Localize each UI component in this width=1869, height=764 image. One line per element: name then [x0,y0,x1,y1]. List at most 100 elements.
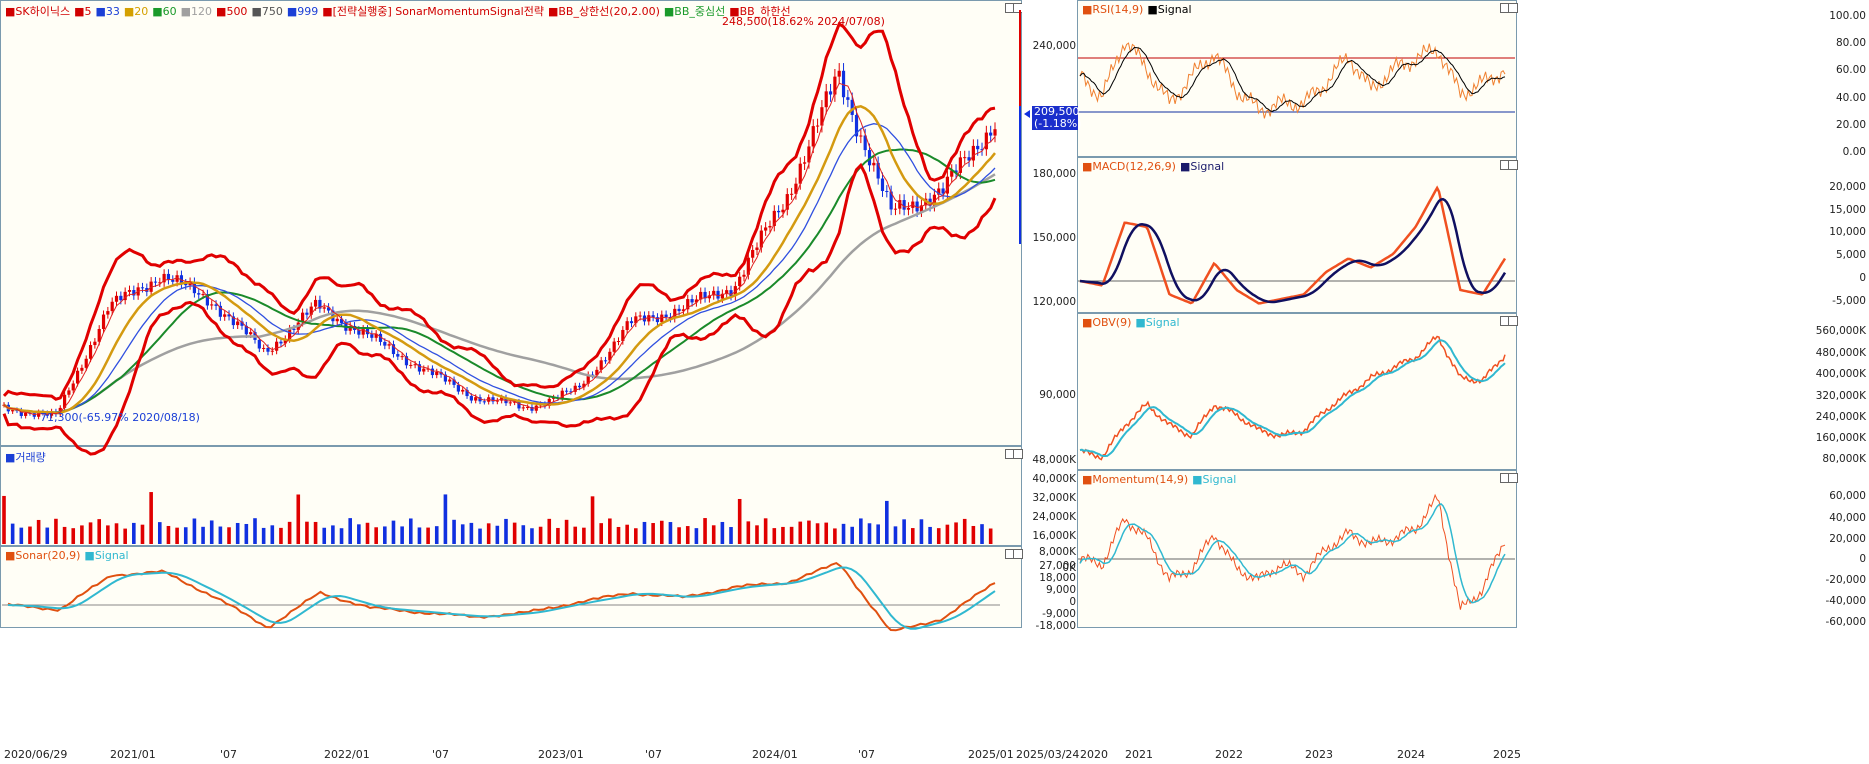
price-candle [772,210,776,226]
volume-bar [408,518,413,544]
price-candle [638,315,642,317]
panel-close-icon[interactable] [1013,449,1023,459]
volume-bar [209,520,214,544]
panel-close-icon[interactable] [1508,3,1518,13]
price-candle [443,374,448,382]
price-candle [257,339,261,349]
sonar-tick: 0 [1069,596,1076,608]
volume-bar [287,521,292,544]
price-candle [439,371,443,375]
price-tick: 150,000 [1032,232,1076,244]
legend-entry: ■Signal [1192,473,1237,486]
volume-tick: 48,000K [1032,454,1076,466]
volume-bar [54,518,58,544]
price-candle [171,279,175,282]
price-candle [223,314,227,317]
price-candle [919,205,924,212]
price-candle [413,364,417,366]
sonar-tick: -18,000 [1035,620,1076,632]
volume-bar [720,521,725,544]
legend-entry: ■999 [286,5,319,18]
price-candle [75,370,80,384]
rsi-tick: 60.00 [1835,64,1866,76]
price-candle [686,299,690,310]
price-candle [192,282,197,294]
volume-bar [928,526,932,544]
volume-bar [556,527,560,544]
price-candle [759,230,763,248]
price-candle [249,332,253,335]
sonar-tick: 18,000 [1039,572,1076,584]
price-candle [309,306,313,315]
price-candle [694,299,699,303]
volume-bar [417,527,422,544]
price-candle [595,369,599,376]
price-candle [357,329,361,335]
price-candle [664,314,668,317]
volume-bar [28,526,32,544]
price-candle [188,282,192,286]
panel-close-icon[interactable] [1508,473,1518,483]
momentum-panel: ■Momentum(14,9) ■Signal [1077,470,1518,628]
price-candle [153,281,158,283]
momentum-line [1079,493,1506,610]
volume-bar [971,525,976,544]
price-candle [777,210,781,213]
volume-bar [183,527,188,544]
volume-bar [296,494,301,544]
price-candle [690,299,694,303]
volume-bar [512,522,517,544]
volume-bar [841,523,846,544]
obv-tick: 560,000K [1815,325,1866,337]
legend-entry: ■33 [95,5,120,18]
bb-upper-line [2,21,996,401]
volume-bar [88,522,93,544]
price-candle [179,275,184,284]
panel-close-icon[interactable] [1508,316,1518,326]
price-candle [681,309,686,312]
volume-bar [824,522,829,544]
price-candle [841,70,846,98]
price-candle [288,328,292,340]
macd-tick: 20,000 [1829,181,1866,193]
price-candle [608,351,612,361]
price-candle [954,170,958,173]
price-candle [599,360,603,370]
price-candle [560,390,564,399]
price-candle [197,293,201,295]
price-candle [993,129,997,136]
current-price: 209,500 [1034,105,1080,118]
volume-bar [62,526,67,544]
legend-entry: ■BB_중심선 [663,5,726,18]
x-axis-label: '07 [858,748,876,761]
volume-bar [659,520,664,544]
volume-bar [339,528,344,544]
price-candle [703,291,707,299]
price-candle [893,208,898,210]
price-candle [712,290,716,296]
volume-tick: 40,000K [1032,473,1076,485]
price-candle [807,146,811,163]
price-candle [937,188,941,195]
panel-close-icon[interactable] [1013,549,1023,559]
price-candle [140,287,145,289]
ma20-line [3,104,996,415]
panel-close-icon[interactable] [1508,160,1518,170]
obv-signal-line [1079,339,1506,457]
volume-bar [564,519,569,544]
price-candle [738,276,742,287]
price-candle [824,91,828,108]
price-candle [945,176,949,194]
price-candle [305,312,309,315]
volume-bar [175,527,179,544]
volume-bar [582,527,586,544]
volume-bar [763,518,768,544]
price-candle [495,400,499,402]
price-candle [889,191,893,210]
price-candle [435,371,439,376]
price-candle [166,273,171,280]
volume-bar [850,526,854,544]
volume-bar [132,522,136,544]
price-candle [80,367,84,371]
price-candle [746,257,750,275]
